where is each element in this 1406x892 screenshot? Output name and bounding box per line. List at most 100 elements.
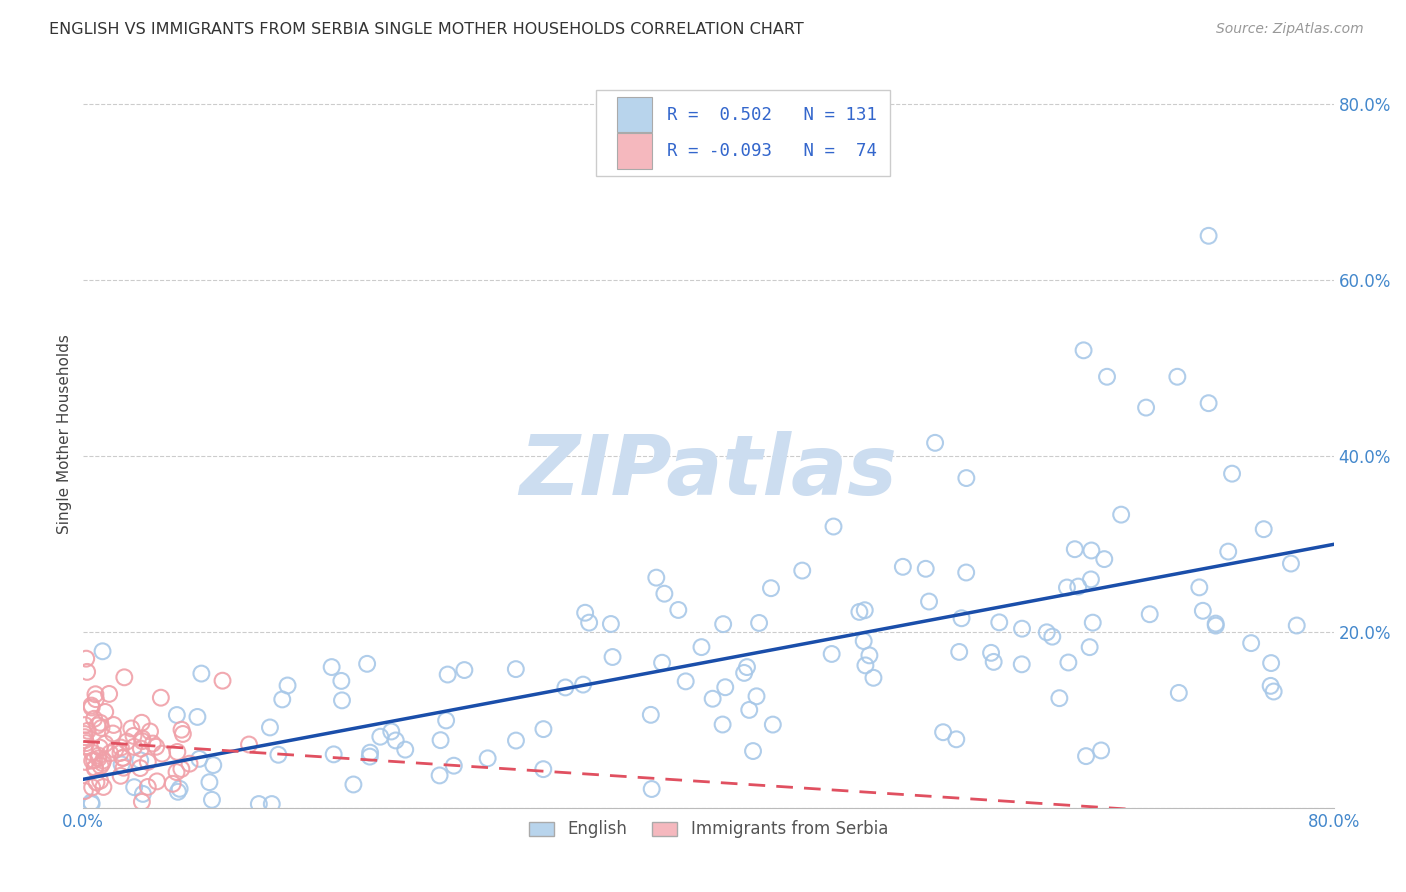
Point bbox=[73, 727, 96, 741]
Point bbox=[1036, 625, 1059, 640]
Point bbox=[80, 797, 103, 811]
Point bbox=[101, 726, 124, 740]
Point bbox=[86, 718, 108, 732]
Point bbox=[188, 752, 211, 766]
Point bbox=[932, 725, 955, 739]
Point bbox=[1078, 640, 1101, 655]
Point bbox=[94, 737, 117, 751]
Text: Source: ZipAtlas.com: Source: ZipAtlas.com bbox=[1216, 22, 1364, 37]
Point bbox=[948, 645, 970, 659]
Point bbox=[83, 753, 105, 767]
Point bbox=[1188, 580, 1211, 594]
Point bbox=[702, 691, 724, 706]
Point bbox=[142, 737, 165, 751]
Point bbox=[654, 587, 676, 601]
Point bbox=[111, 751, 134, 765]
Point bbox=[277, 678, 299, 692]
Point bbox=[578, 615, 600, 630]
Point bbox=[169, 781, 191, 796]
Point bbox=[1056, 581, 1078, 595]
Point bbox=[150, 747, 173, 761]
Text: ENGLISH VS IMMIGRANTS FROM SERBIA SINGLE MOTHER HOUSEHOLDS CORRELATION CHART: ENGLISH VS IMMIGRANTS FROM SERBIA SINGLE… bbox=[49, 22, 804, 37]
Point bbox=[980, 646, 1002, 660]
Point bbox=[574, 606, 596, 620]
Point bbox=[172, 727, 194, 741]
Point bbox=[945, 732, 967, 747]
Text: ZIPatlas: ZIPatlas bbox=[520, 431, 897, 512]
Point bbox=[1081, 615, 1104, 630]
Point bbox=[166, 708, 188, 723]
Point bbox=[690, 640, 713, 654]
Point bbox=[80, 698, 103, 713]
Point bbox=[918, 594, 941, 608]
Point bbox=[572, 677, 595, 691]
Point bbox=[505, 733, 527, 747]
Point bbox=[1139, 607, 1161, 622]
Point bbox=[1205, 616, 1227, 631]
Point bbox=[862, 671, 884, 685]
Point bbox=[1109, 508, 1132, 522]
Point bbox=[434, 714, 457, 728]
Point bbox=[711, 617, 734, 632]
Point bbox=[94, 705, 117, 719]
Point bbox=[858, 648, 880, 663]
Point bbox=[330, 693, 353, 707]
Point bbox=[111, 757, 134, 772]
Point bbox=[89, 715, 111, 730]
Point bbox=[1057, 656, 1080, 670]
Point bbox=[110, 769, 132, 783]
Point bbox=[640, 707, 662, 722]
Point bbox=[955, 566, 977, 580]
Point bbox=[136, 780, 159, 794]
Point bbox=[1040, 630, 1063, 644]
Point bbox=[247, 797, 270, 811]
Point bbox=[149, 690, 172, 705]
Point bbox=[83, 712, 105, 726]
Point bbox=[111, 751, 134, 765]
Point bbox=[82, 780, 104, 795]
Point bbox=[98, 746, 121, 760]
Legend: English, Immigrants from Serbia: English, Immigrants from Serbia bbox=[523, 814, 894, 845]
Point bbox=[91, 644, 114, 658]
Point bbox=[759, 581, 782, 595]
Point bbox=[145, 739, 167, 754]
Point bbox=[190, 666, 212, 681]
Point bbox=[1167, 686, 1189, 700]
Point bbox=[666, 603, 689, 617]
Point bbox=[359, 746, 381, 760]
FancyBboxPatch shape bbox=[596, 89, 890, 176]
Point bbox=[924, 435, 946, 450]
Point bbox=[89, 740, 111, 755]
Point bbox=[91, 756, 114, 770]
Point bbox=[988, 615, 1011, 630]
Point bbox=[443, 758, 465, 772]
Point bbox=[166, 765, 188, 780]
Point bbox=[82, 754, 104, 768]
Point bbox=[86, 775, 108, 789]
Point bbox=[1260, 656, 1282, 670]
Point bbox=[1285, 618, 1308, 632]
Point bbox=[429, 768, 451, 782]
Point bbox=[129, 761, 152, 775]
Point bbox=[711, 717, 734, 731]
Point bbox=[852, 634, 875, 648]
Point bbox=[645, 571, 668, 585]
Point bbox=[477, 751, 499, 765]
Point bbox=[1011, 622, 1033, 636]
Point bbox=[201, 793, 224, 807]
Point bbox=[714, 680, 737, 694]
Point bbox=[1090, 743, 1112, 757]
Y-axis label: Single Mother Households: Single Mother Households bbox=[58, 334, 72, 534]
Point bbox=[260, 797, 283, 811]
Point bbox=[104, 743, 127, 757]
Point bbox=[179, 756, 201, 771]
Point bbox=[453, 663, 475, 677]
Point bbox=[73, 730, 96, 744]
Point bbox=[1092, 552, 1115, 566]
Point bbox=[98, 687, 121, 701]
Point bbox=[733, 665, 755, 680]
Point bbox=[75, 755, 97, 769]
Point bbox=[1263, 684, 1285, 698]
Point bbox=[131, 734, 153, 748]
Point bbox=[131, 731, 153, 746]
